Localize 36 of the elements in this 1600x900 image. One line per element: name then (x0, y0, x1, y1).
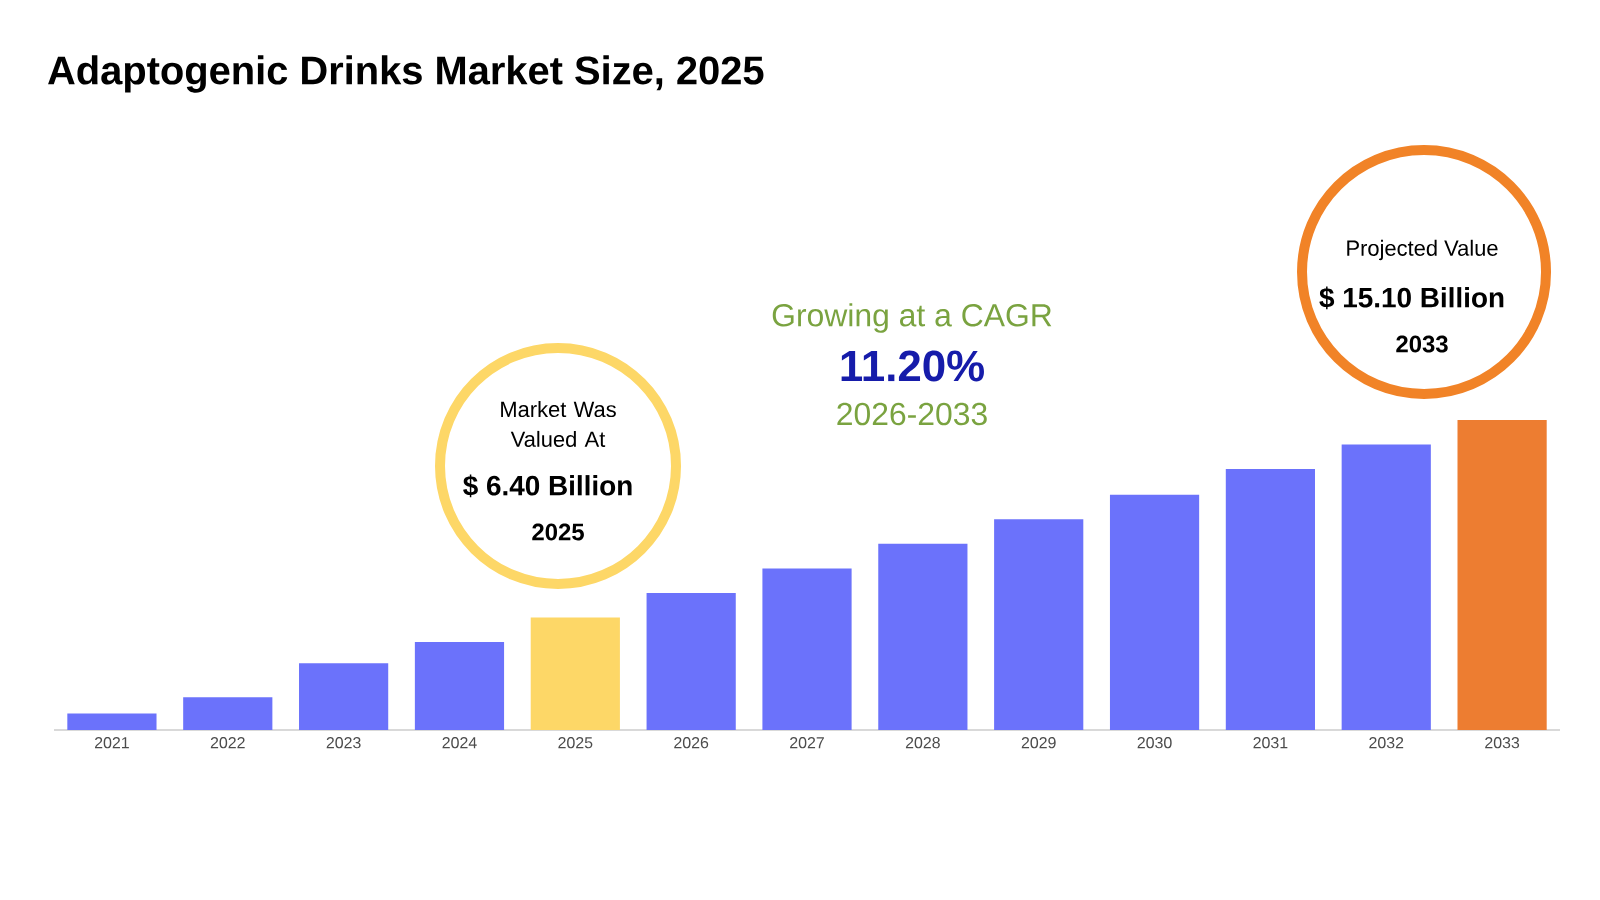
bar (994, 519, 1084, 730)
annotation: 2025 (532, 523, 584, 541)
bar (646, 592, 736, 730)
x-tick-label: 2030 (1137, 737, 1172, 749)
bar (1109, 494, 1200, 730)
text: $ 15.10 Billion (1319, 286, 1504, 310)
bar (67, 713, 157, 730)
x-tick-label: 2029 (1021, 737, 1056, 749)
annotation: $ 6.40 Billion (463, 474, 632, 498)
x-tick-label: 2021 (95, 737, 129, 749)
text: Growing at a CAGR (772, 303, 1052, 333)
x-tick-label: 2026 (674, 737, 709, 749)
x-tick-label: 2024 (442, 737, 477, 749)
x-tick-label: 2033 (1485, 737, 1520, 749)
x-tick-label: 2022 (210, 737, 245, 749)
bar (1457, 420, 1547, 730)
text: Projected Value (1347, 239, 1498, 261)
text: 11.20% (841, 350, 984, 382)
bar (878, 543, 968, 730)
bar (762, 568, 852, 730)
x-tick-label: 2031 (1253, 737, 1288, 749)
annotation: 2026-2033 (837, 402, 987, 426)
x-tick-label: 2028 (905, 737, 940, 749)
x-tick-label: 2032 (1369, 737, 1404, 749)
text: 2033 (1396, 335, 1448, 353)
bar (1341, 444, 1431, 730)
bar (414, 641, 505, 730)
x-tick-label: 2027 (790, 737, 824, 749)
chart-title: Adaptogenic Drinks Market Size, 2025 (48, 55, 764, 93)
bar (1225, 468, 1315, 730)
x-tick-label: 2025 (558, 737, 593, 749)
bar (183, 697, 273, 730)
annotation: Market Was Valued At (501, 401, 616, 447)
x-tick-label: 2023 (326, 737, 361, 749)
bar (530, 617, 620, 730)
bar (299, 663, 389, 730)
